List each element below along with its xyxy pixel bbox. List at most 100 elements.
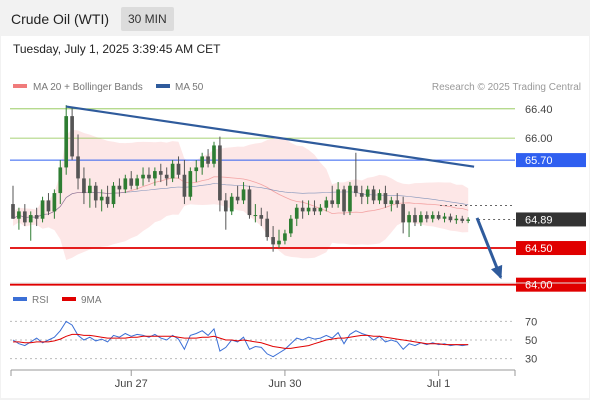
- level-tag: [516, 212, 586, 227]
- candle-body: [424, 215, 429, 219]
- candle-body: [93, 185, 98, 201]
- candle-body: [342, 189, 346, 212]
- candle-body: [442, 216, 447, 219]
- chart-datetime: Tuesday, July 1, 2025 3:39:45 AM CET: [13, 42, 221, 56]
- rsi-legend-swatch: [13, 297, 27, 301]
- instrument-title: Crude Oil (WTI): [11, 11, 109, 27]
- candle-body: [430, 215, 435, 219]
- ma50-legend-label: MA 50: [175, 82, 204, 93]
- candle-body: [153, 171, 157, 179]
- candle-body: [259, 215, 264, 219]
- candle-body: [466, 219, 471, 221]
- candle-body: [413, 215, 417, 223]
- rsi-panel: RSI 9MA 70 50 30: [10, 282, 587, 366]
- level-tag: [516, 241, 586, 256]
- candle-body: [271, 237, 275, 245]
- candle-body: [46, 200, 51, 212]
- candle-body: [34, 215, 39, 219]
- candle-body: [324, 200, 329, 208]
- candle-body: [117, 185, 122, 190]
- rsi-ma-line: [13, 333, 469, 349]
- candle-body: [70, 116, 74, 157]
- candle-body: [371, 189, 376, 201]
- level-label: 64.50: [525, 243, 553, 255]
- trend-overlay: [66, 105, 503, 280]
- candle-body: [147, 174, 151, 179]
- candle-body: [164, 174, 169, 179]
- candle-body: [365, 189, 370, 197]
- timeframe-button[interactable]: 30 MIN: [121, 7, 174, 31]
- x-tick-label: Jun 27: [115, 378, 148, 390]
- candle-body: [206, 156, 210, 164]
- rsi-legend-label: 9MA: [81, 295, 102, 306]
- legend: MA 20 + Bollinger Bands MA 50 Research ©…: [13, 82, 581, 93]
- level-label: 65.70: [525, 155, 553, 167]
- candle-body: [76, 156, 80, 179]
- candle-body: [28, 215, 33, 223]
- bollinger-band-area: [13, 129, 469, 260]
- candle-body: [253, 215, 258, 217]
- rsi-tick-label: 50: [525, 335, 537, 347]
- candle-body: [377, 193, 382, 201]
- x-tick-label: Jun 30: [268, 378, 301, 390]
- candle-body: [283, 233, 287, 241]
- candle-body: [235, 196, 240, 201]
- candle-body: [389, 200, 394, 205]
- candle-body: [88, 185, 92, 194]
- candle-body: [354, 185, 358, 194]
- x-tick-label: Jul 1: [427, 378, 450, 390]
- candle-body: [52, 193, 57, 212]
- candle-body: [277, 240, 281, 245]
- rsi-tick-label: 70: [525, 316, 537, 328]
- level-label: 66.00: [525, 133, 553, 145]
- candle-body: [247, 189, 252, 216]
- candle-body: [123, 178, 128, 190]
- bollinger-legend-swatch: [13, 84, 27, 88]
- candle-body: [359, 193, 364, 197]
- candle-body: [318, 207, 323, 212]
- candle-body: [330, 200, 335, 205]
- candle-body: [460, 218, 465, 221]
- candle-body: [401, 204, 405, 223]
- candle-body: [336, 189, 340, 205]
- candle-body: [306, 207, 311, 212]
- candle-body: [135, 178, 139, 186]
- candle-body: [82, 178, 86, 194]
- candle-body: [348, 185, 352, 212]
- bollinger-legend-label: MA 20 + Bollinger Bands: [33, 82, 143, 93]
- candles: [11, 105, 471, 252]
- x-axis: Jun 27 Jun 30 Jul 1: [10, 369, 516, 390]
- level-label: 64.00: [525, 280, 553, 292]
- candle-body: [158, 171, 163, 175]
- credit-text: Research © 2025 Trading Central: [432, 82, 581, 93]
- candle-body: [170, 163, 175, 179]
- candle-body: [182, 174, 187, 197]
- level-label: 64.89: [525, 214, 553, 226]
- candle-body: [141, 174, 145, 179]
- candle-body: [194, 167, 199, 172]
- level-tag: [516, 277, 586, 292]
- ma50-legend-swatch: [156, 84, 170, 88]
- candle-body: [99, 196, 104, 201]
- candle-body: [64, 116, 69, 168]
- level-labels: 66.40 66.00 65.70 64.89 64.50 64.00: [516, 104, 586, 292]
- rsi-tick-label: 30: [525, 354, 537, 366]
- level-tag: [516, 153, 586, 168]
- candle-body: [212, 145, 216, 164]
- candle-body: [58, 167, 63, 194]
- bollinger-band: [12, 129, 469, 260]
- candle-body: [300, 207, 305, 212]
- candle-body: [312, 207, 317, 212]
- candle-body: [188, 171, 193, 197]
- candle-body: [407, 215, 411, 223]
- rsi-line: [12, 320, 469, 358]
- candle-body: [200, 156, 204, 168]
- trend-line: [66, 105, 475, 168]
- candle-body: [289, 218, 293, 234]
- candle-body: [223, 200, 228, 212]
- candle-body: [176, 163, 181, 175]
- candle-body: [11, 204, 15, 219]
- candle-body: [454, 218, 459, 221]
- candle-body: [105, 196, 110, 205]
